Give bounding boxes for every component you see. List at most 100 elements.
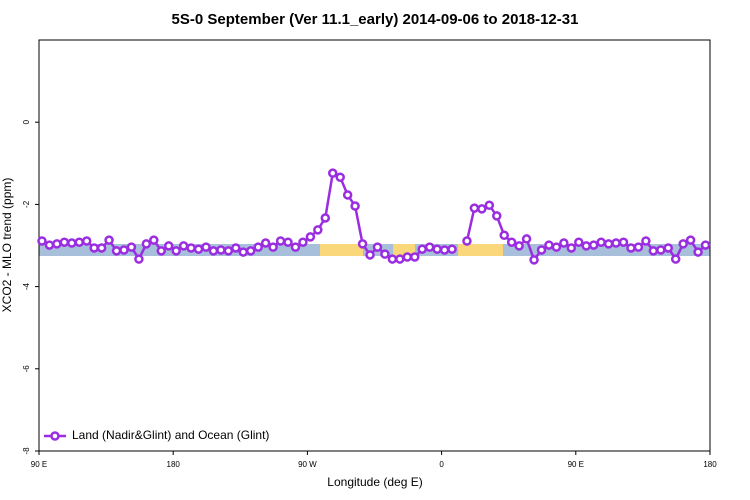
data-point: [37, 236, 47, 246]
data-point: [618, 237, 629, 247]
data-point: [290, 242, 301, 252]
data-point: [521, 234, 532, 244]
data-point: [417, 244, 427, 254]
data-point: [641, 236, 651, 246]
data-point: [380, 249, 390, 259]
data-point: [156, 246, 167, 256]
data-point: [663, 243, 673, 253]
data-point: [529, 255, 539, 265]
x-tick-label: 90 E: [568, 460, 584, 469]
data-point: [119, 245, 129, 255]
data-point: [327, 168, 338, 178]
data-point: [685, 235, 696, 245]
x-tick-label: 180: [703, 460, 717, 469]
y-tick-label: -8: [22, 447, 31, 455]
data-point: [506, 237, 517, 247]
data-point: [283, 237, 293, 247]
data-point: [395, 254, 405, 264]
data-point: [171, 246, 181, 256]
data-point: [335, 172, 345, 183]
x-axis-label: Longitude (deg E): [327, 475, 422, 489]
x-tick-label: 90 W: [298, 460, 317, 469]
data-point: [469, 203, 480, 213]
data-point: [544, 240, 554, 250]
data-point: [89, 243, 99, 253]
data-point: [596, 237, 606, 247]
y-tick-label: -4: [22, 282, 31, 290]
data-point: [305, 232, 316, 242]
data-point: [670, 254, 681, 264]
data-point: [439, 245, 450, 255]
data-point: [134, 254, 144, 264]
x-tick-label: 90 E: [31, 460, 47, 469]
data-point: [111, 246, 122, 256]
data-point: [357, 239, 368, 249]
data-point: [678, 239, 688, 249]
x-tick-label: 0: [439, 460, 444, 469]
chart-title: 5S-0 September (Ver 11.1_early) 2014-09-…: [172, 11, 579, 28]
data-point: [268, 242, 278, 252]
data-point: [566, 243, 577, 253]
data-point: [700, 240, 711, 250]
data-point: [492, 211, 502, 221]
data-point: [350, 201, 360, 211]
data-point: [238, 247, 249, 257]
data-point: [559, 238, 569, 248]
data-point: [59, 237, 70, 247]
data-point: [551, 242, 562, 252]
data-point: [626, 243, 636, 253]
data-point: [275, 236, 286, 246]
data-point: [149, 235, 159, 245]
x-tick-label: 180: [167, 460, 181, 469]
data-point: [424, 242, 435, 252]
data-point: [342, 190, 353, 200]
y-tick-label: 0: [22, 119, 31, 124]
data-point: [410, 252, 420, 262]
data-point: [104, 235, 114, 245]
data-point: [574, 237, 584, 247]
data-point: [216, 245, 226, 255]
data-point: [372, 242, 383, 252]
data-point: [96, 243, 107, 253]
data-point: [611, 238, 621, 248]
data-point: [81, 236, 92, 246]
data-point: [536, 245, 547, 255]
data-point: [186, 243, 196, 253]
data-point: [245, 246, 256, 256]
data-point: [44, 240, 55, 250]
data-point: [163, 241, 174, 251]
legend-marker: [50, 431, 60, 441]
data-point: [603, 239, 614, 249]
data-point: [52, 239, 62, 249]
data-point: [693, 247, 703, 257]
data-point: [648, 246, 659, 256]
data-point: [477, 204, 487, 214]
data-point: [484, 200, 495, 210]
data-point: [633, 242, 644, 252]
data-point: [320, 213, 331, 223]
data-point: [462, 236, 472, 246]
land-band: [320, 244, 363, 256]
data-point: [581, 241, 591, 251]
data-point: [298, 237, 308, 247]
data-point: [588, 240, 599, 250]
land-band: [458, 244, 503, 256]
data-point: [201, 242, 211, 252]
data-point: [223, 246, 234, 256]
y-tick-label: -2: [22, 200, 31, 208]
data-point: [313, 225, 323, 235]
y-axis-label: XCO2 - MLO trend (ppm): [0, 178, 14, 313]
legend-label: Land (Nadir&Glint) and Ocean (Glint): [72, 428, 269, 442]
data-point: [126, 242, 137, 252]
data-point: [387, 254, 398, 264]
data-point: [67, 238, 77, 248]
data-point: [178, 241, 189, 251]
data-point: [656, 245, 666, 255]
data-point: [514, 241, 524, 251]
data-point: [365, 250, 375, 260]
data-point: [208, 246, 219, 256]
data-point: [499, 230, 509, 240]
data-point: [141, 239, 152, 249]
data-point: [231, 243, 241, 253]
